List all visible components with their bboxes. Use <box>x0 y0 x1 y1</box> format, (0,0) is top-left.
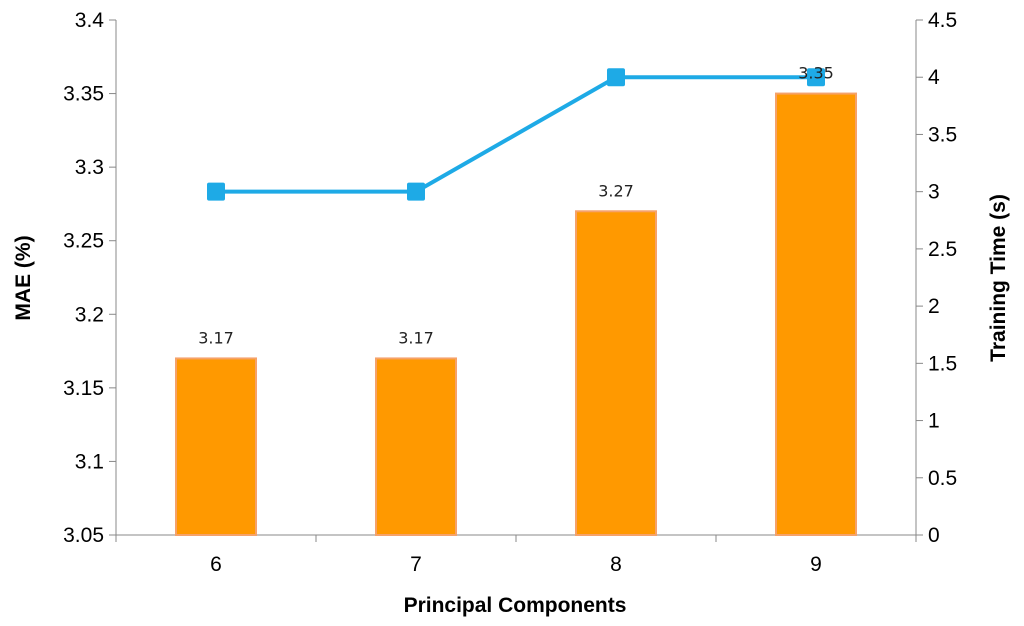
y2-tick-label: 3 <box>928 181 940 204</box>
bar-data-label: 3.17 <box>198 328 234 347</box>
bar-data-label: 3.27 <box>598 181 634 200</box>
y2-tick-label: 4.5 <box>928 9 957 32</box>
line-point <box>207 182 225 201</box>
bar <box>175 357 257 536</box>
bar-data-label: 3.17 <box>398 328 434 347</box>
y2-tick-label: 2 <box>928 295 940 318</box>
bar <box>575 210 657 537</box>
line-point <box>607 68 625 87</box>
line-point <box>807 68 825 87</box>
training-time-line <box>216 75 816 194</box>
y2-tick-label: 0 <box>928 524 940 547</box>
y2-tick-label: 1 <box>928 410 940 433</box>
y-tick-label: 3.2 <box>75 303 104 326</box>
x-tick-label: 6 <box>210 553 222 576</box>
bar-series <box>175 92 857 537</box>
y2-tick-label: 2.5 <box>928 238 957 261</box>
tick-labels: 3.05 3.1 3.15 3.2 3.25 3.3 3.35 3.4 0 0.5 1 1.5 2 2.5… <box>63 9 957 576</box>
y-tick-label: 3.1 <box>75 450 104 473</box>
y-tick-label: 3.4 <box>75 9 105 32</box>
y-axis-title: MAE (%) <box>12 235 35 320</box>
bar <box>375 357 457 536</box>
x-axis-title: Principal Components <box>404 594 627 617</box>
y2-axis-title: Training Time (s) <box>987 194 1010 362</box>
bar-data-label: 3.35 <box>798 64 834 83</box>
y-tick-label: 3.35 <box>63 83 104 106</box>
line-series <box>207 68 825 201</box>
x-tick-label: 8 <box>610 553 622 576</box>
y-tick-label: 3.3 <box>75 156 104 179</box>
y-tick-label: 3.05 <box>63 524 104 547</box>
x-tick-label: 9 <box>810 553 822 576</box>
y2-tick-label: 3.5 <box>928 123 957 146</box>
line-point <box>407 182 425 201</box>
y2-tick-label: 4 <box>928 66 940 89</box>
x-tick-label: 7 <box>410 553 422 576</box>
bar <box>775 92 857 536</box>
y-tick-label: 3.15 <box>63 377 104 400</box>
y-tick-label: 3.25 <box>63 230 104 253</box>
y2-tick-label: 1.5 <box>928 352 957 375</box>
y2-tick-label: 0.5 <box>928 467 957 490</box>
